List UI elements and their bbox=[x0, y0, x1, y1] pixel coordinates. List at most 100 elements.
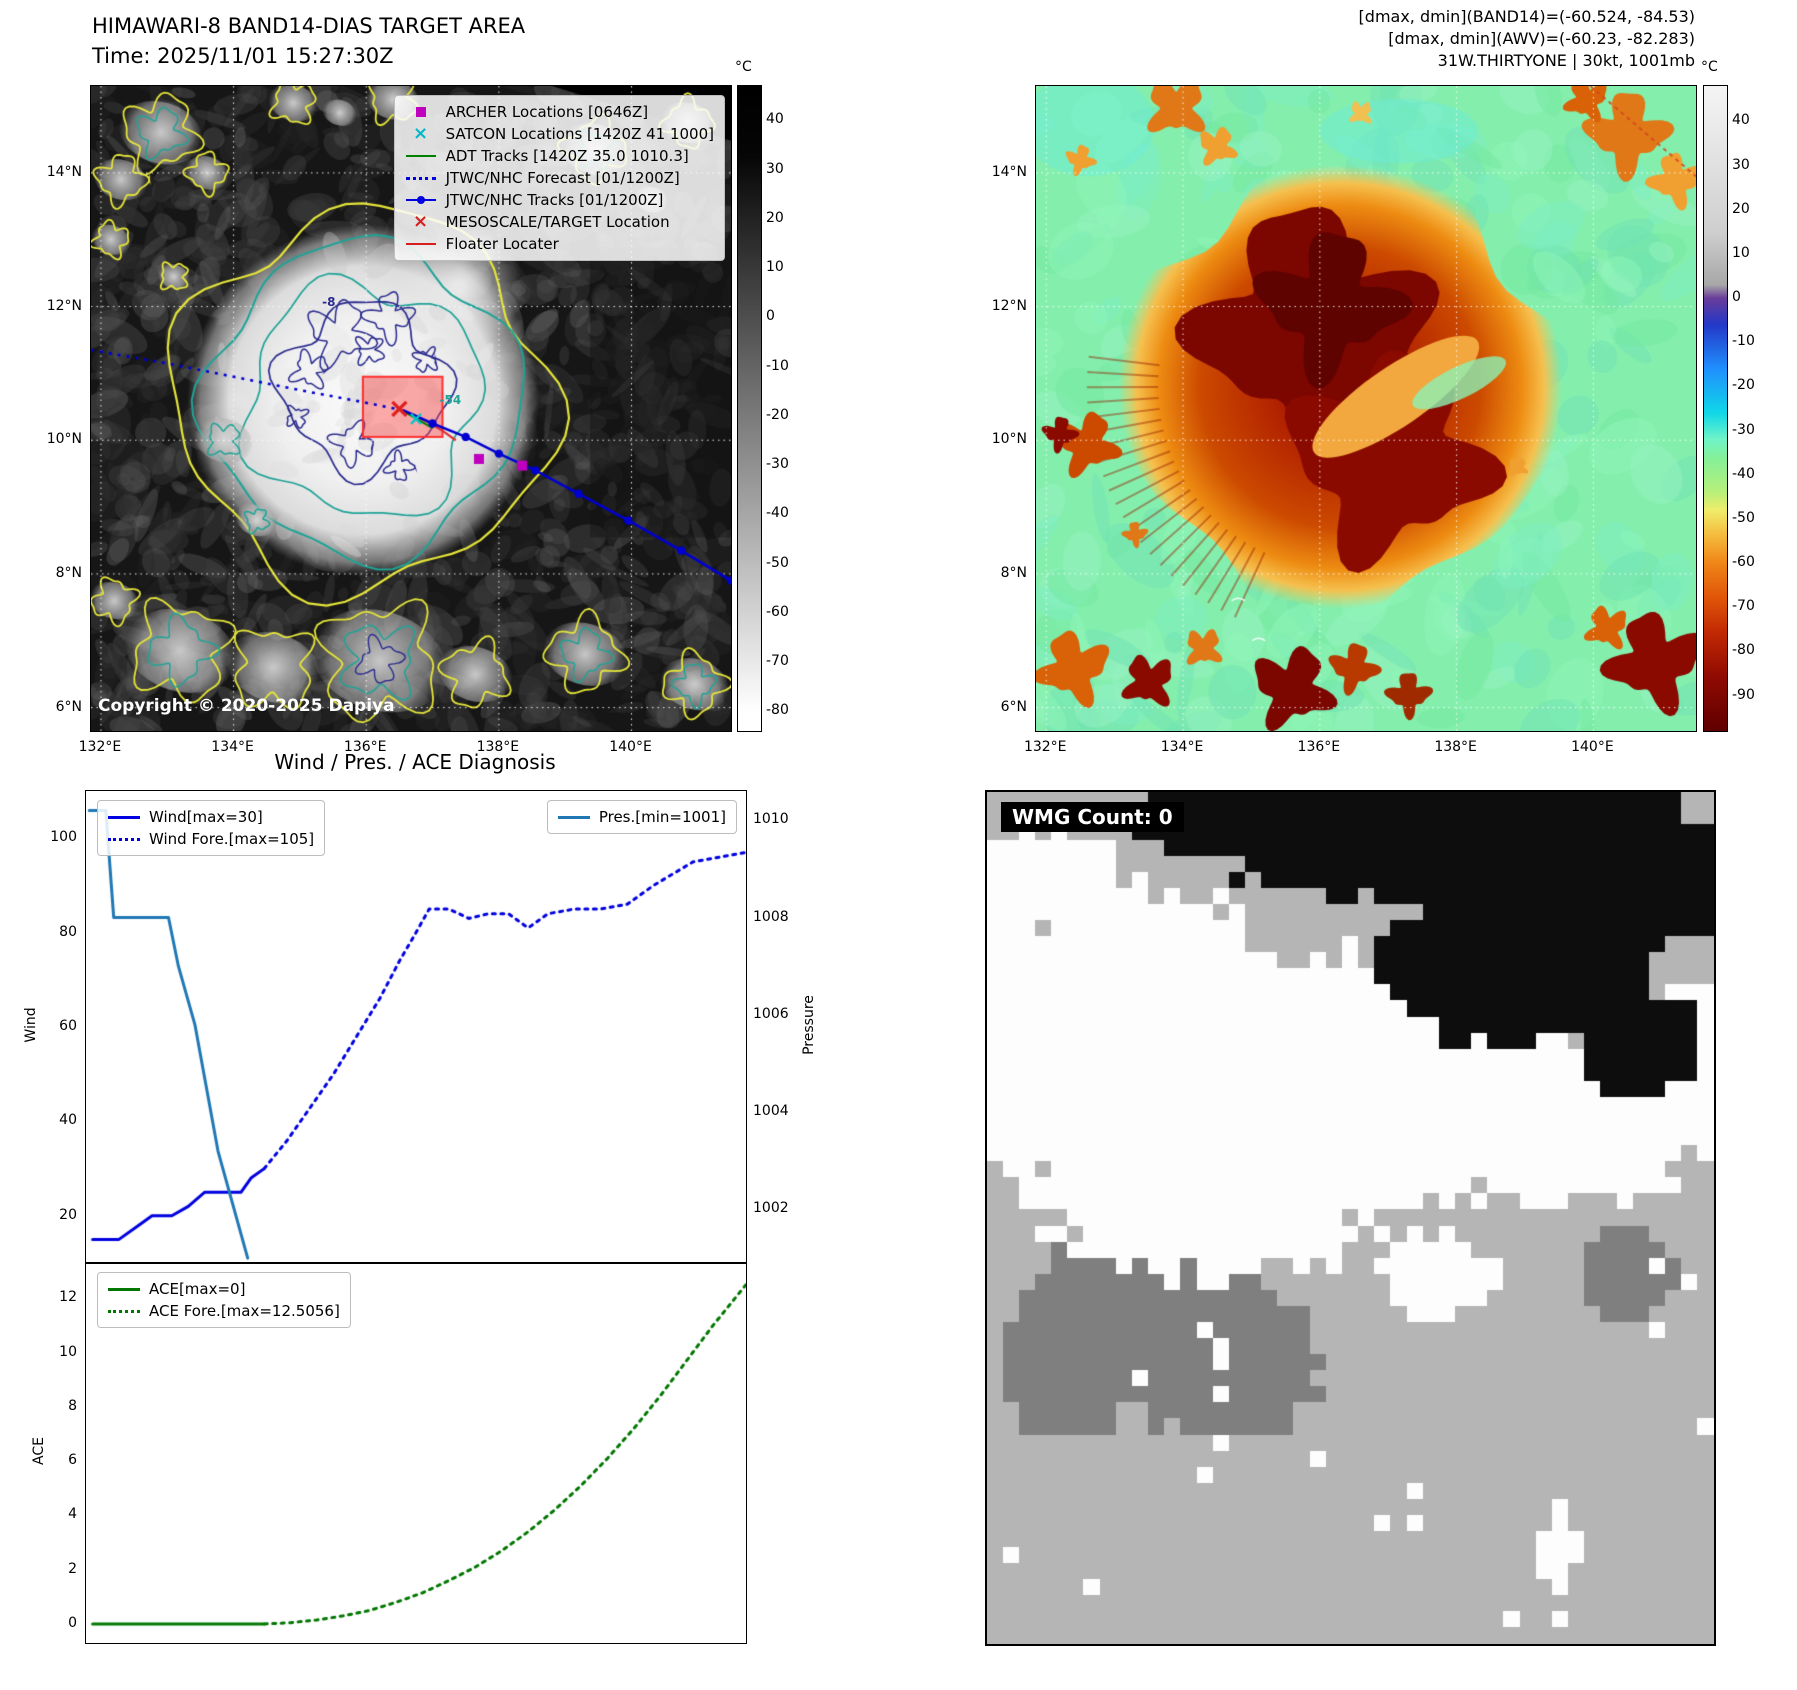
wind-ytick-label: 20 bbox=[59, 1206, 77, 1223]
lat-tick-label: 14°N bbox=[991, 163, 1027, 180]
red-line-marker bbox=[405, 243, 437, 245]
pressure-ytick-label: 1004 bbox=[753, 1103, 789, 1120]
wind-ytick-label: 100 bbox=[50, 829, 77, 846]
colorbar-tick-label: -10 bbox=[1732, 333, 1755, 350]
colorbar-tick-label: 0 bbox=[766, 308, 775, 325]
colorbar-tick-label: -20 bbox=[766, 406, 789, 423]
colorbar-tick-label: 30 bbox=[766, 160, 784, 177]
lon-tick-label: 138°E bbox=[1434, 739, 1477, 755]
lon-tick-label: 136°E bbox=[343, 739, 387, 755]
lat-tick-label: 12°N bbox=[991, 297, 1027, 314]
ace-ytick-label: 0 bbox=[68, 1615, 77, 1631]
cyan-x-marker: × bbox=[413, 123, 429, 144]
ace-ytick-label: 8 bbox=[68, 1397, 77, 1414]
lon-tick-label: 140°E bbox=[1571, 739, 1614, 755]
lon-tick-label: 132°E bbox=[1023, 739, 1067, 755]
wind-axis-label: Wind bbox=[23, 1007, 39, 1043]
dotted-line-marker bbox=[108, 1309, 140, 1313]
ace-ytick-label: 2 bbox=[68, 1560, 77, 1577]
lon-tick-label: 134°E bbox=[211, 739, 254, 755]
lat-tick-label: 6°N bbox=[55, 698, 82, 715]
colorbar-tick-label: 20 bbox=[766, 209, 784, 226]
band14-time-subtitle: Time: 2025/11/01 15:27:30Z bbox=[92, 44, 394, 68]
wmg-map bbox=[985, 790, 1716, 1646]
legend-item-label: Pres.[min=1001] bbox=[598, 808, 726, 826]
colorbar-tick-label: 30 bbox=[1732, 156, 1750, 173]
colorbar-tick-label: -50 bbox=[766, 554, 789, 571]
solid-line-marker bbox=[557, 815, 590, 819]
ace-ytick-label: 4 bbox=[68, 1506, 77, 1523]
lon-tick-label: 134°E bbox=[1160, 739, 1204, 755]
colorbar-tick-label: -90 bbox=[1732, 686, 1755, 703]
wind-ytick-label: 80 bbox=[59, 923, 77, 940]
colorbar-tick-label: 10 bbox=[766, 259, 784, 276]
blue-dotted-line-marker bbox=[405, 176, 437, 180]
lat-tick-label: 10°N bbox=[46, 431, 82, 448]
colorbar-tick-label: -30 bbox=[766, 456, 789, 473]
legend-item: Floater Locater bbox=[405, 234, 714, 254]
ace-ytick-label: 6 bbox=[68, 1452, 77, 1469]
contour-value-label: -54 bbox=[439, 393, 462, 408]
legend-item-label: MESOSCALE/TARGET Location bbox=[445, 213, 670, 231]
colorbar-tick-label: -80 bbox=[1732, 642, 1755, 659]
lat-tick-label: 8°N bbox=[55, 564, 82, 581]
lat-tick-label: 6°N bbox=[1000, 698, 1027, 715]
storm-info-line: [dmax, dmin](AWV)=(-60.23, -82.283) bbox=[1388, 29, 1695, 48]
diagnosis-title: Wind / Pres. / ACE Diagnosis bbox=[274, 750, 556, 774]
wmg-count-label: WMG Count: 0 bbox=[1001, 802, 1184, 832]
green-line-marker bbox=[405, 155, 437, 157]
solid-line-marker bbox=[108, 1287, 140, 1291]
legend-item: ACE Fore.[max=12.5056] bbox=[108, 1301, 340, 1321]
colorbar-tick-label: -40 bbox=[1732, 465, 1755, 482]
colorbar-tick-label: 40 bbox=[1732, 112, 1750, 129]
colorbar-tick-label: 40 bbox=[766, 111, 784, 128]
wind-pressure-chart bbox=[85, 790, 747, 1264]
legend-item: ARCHER Locations [0646Z] bbox=[405, 102, 714, 122]
legend-item-label: SATCON Locations [1420Z 41 1000] bbox=[445, 125, 714, 143]
lat-tick-label: 12°N bbox=[46, 297, 82, 314]
storm-info-line: 31W.THIRTYONE | 30kt, 1001mb bbox=[1437, 51, 1695, 70]
lat-tick-label: 8°N bbox=[1000, 564, 1027, 581]
band14-colorbar bbox=[737, 85, 762, 732]
colorbar-tick-label: 20 bbox=[1732, 200, 1750, 217]
legend-item: Wind[max=30] bbox=[108, 807, 314, 827]
legend-item-label: Floater Locater bbox=[445, 235, 559, 253]
legend-item-label: ACE Fore.[max=12.5056] bbox=[149, 1302, 340, 1320]
legend-item-label: ACE[max=0] bbox=[149, 1280, 246, 1298]
ace-ytick-label: 10 bbox=[59, 1343, 77, 1360]
copyright-watermark: Copyright © 2020-2025 Dapiya bbox=[98, 696, 395, 716]
pressure-ytick-label: 1008 bbox=[753, 908, 789, 925]
legend-item: × MESOSCALE/TARGET Location bbox=[405, 212, 714, 232]
colorbar-tick-label: -70 bbox=[1732, 598, 1755, 615]
ace-legend: ACE[max=0] ACE Fore.[max=12.5056] bbox=[97, 1272, 351, 1328]
lat-tick-label: 10°N bbox=[991, 431, 1027, 448]
ace-axis-label: ACE bbox=[31, 1437, 47, 1465]
colorbar-tick-label: -60 bbox=[766, 603, 789, 620]
pressure-ytick-label: 1010 bbox=[753, 811, 789, 828]
pressure-ytick-label: 1002 bbox=[753, 1200, 789, 1217]
contour-value-label: -8 bbox=[322, 295, 336, 310]
wind-legend: Wind[max=30] Wind Fore.[max=105] bbox=[97, 800, 326, 856]
legend-item: ADT Tracks [1420Z 35.0 1010.3] bbox=[405, 146, 714, 166]
legend-item-label: JTWC/NHC Forecast [01/1200Z] bbox=[445, 169, 680, 187]
colorbar-tick-label: 10 bbox=[1732, 244, 1750, 261]
band14-colorbar-unit: °C bbox=[735, 59, 752, 75]
legend-item-label: JTWC/NHC Tracks [01/1200Z] bbox=[445, 191, 664, 209]
band14-legend: ARCHER Locations [0646Z] × SATCON Location… bbox=[393, 95, 725, 261]
awv-satellite-image bbox=[1035, 85, 1697, 732]
colorbar-tick-label: 0 bbox=[1732, 289, 1741, 306]
pressure-ytick-label: 1006 bbox=[753, 1005, 789, 1022]
legend-item: ACE[max=0] bbox=[108, 1279, 340, 1299]
blue-line-dot-marker bbox=[405, 195, 437, 204]
colorbar-tick-label: -50 bbox=[1732, 509, 1755, 526]
legend-item-label: Wind Fore.[max=105] bbox=[149, 830, 315, 848]
red-x-marker: × bbox=[413, 211, 429, 232]
band14-title: HIMAWARI-8 BAND14-DIAS TARGET AREA bbox=[92, 14, 526, 38]
lat-tick-label: 14°N bbox=[46, 163, 82, 180]
dotted-line-marker bbox=[108, 837, 140, 841]
colorbar-tick-label: -40 bbox=[766, 505, 789, 522]
colorbar-tick-label: -30 bbox=[1732, 421, 1755, 438]
lon-tick-label: 138°E bbox=[476, 739, 520, 755]
solid-line-marker bbox=[108, 815, 140, 819]
